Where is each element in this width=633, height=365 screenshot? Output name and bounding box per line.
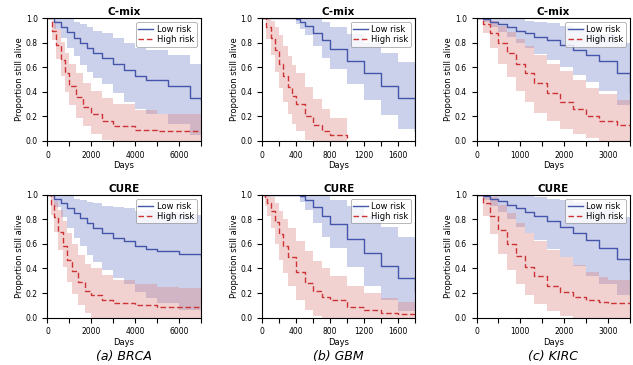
Text: (b) GBM: (b) GBM [313,350,364,363]
Legend: Low risk, High risk: Low risk, High risk [136,22,197,47]
Text: (c) KIRC: (c) KIRC [528,350,578,363]
Y-axis label: Proportion still alive: Proportion still alive [444,214,453,298]
Legend: Low risk, High risk: Low risk, High risk [351,22,411,47]
Title: C-mix: C-mix [108,7,141,18]
Title: CURE: CURE [537,184,569,194]
Title: C-mix: C-mix [537,7,570,18]
Title: CURE: CURE [323,184,354,194]
X-axis label: Days: Days [113,338,135,347]
Y-axis label: Proportion still alive: Proportion still alive [15,38,24,122]
Legend: Low risk, High risk: Low risk, High risk [351,199,411,223]
Y-axis label: Proportion still alive: Proportion still alive [15,214,24,298]
Y-axis label: Proportion still alive: Proportion still alive [230,214,239,298]
Legend: Low risk, High risk: Low risk, High risk [565,22,625,47]
Title: C-mix: C-mix [322,7,355,18]
X-axis label: Days: Days [328,338,349,347]
X-axis label: Days: Days [113,161,135,170]
X-axis label: Days: Days [542,161,564,170]
Legend: Low risk, High risk: Low risk, High risk [136,199,197,223]
Title: CURE: CURE [108,184,140,194]
Legend: Low risk, High risk: Low risk, High risk [565,199,625,223]
X-axis label: Days: Days [542,338,564,347]
X-axis label: Days: Days [328,161,349,170]
Text: (a) BRCA: (a) BRCA [96,350,152,363]
Y-axis label: Proportion still alive: Proportion still alive [444,38,453,122]
Y-axis label: Proportion still alive: Proportion still alive [230,38,239,122]
